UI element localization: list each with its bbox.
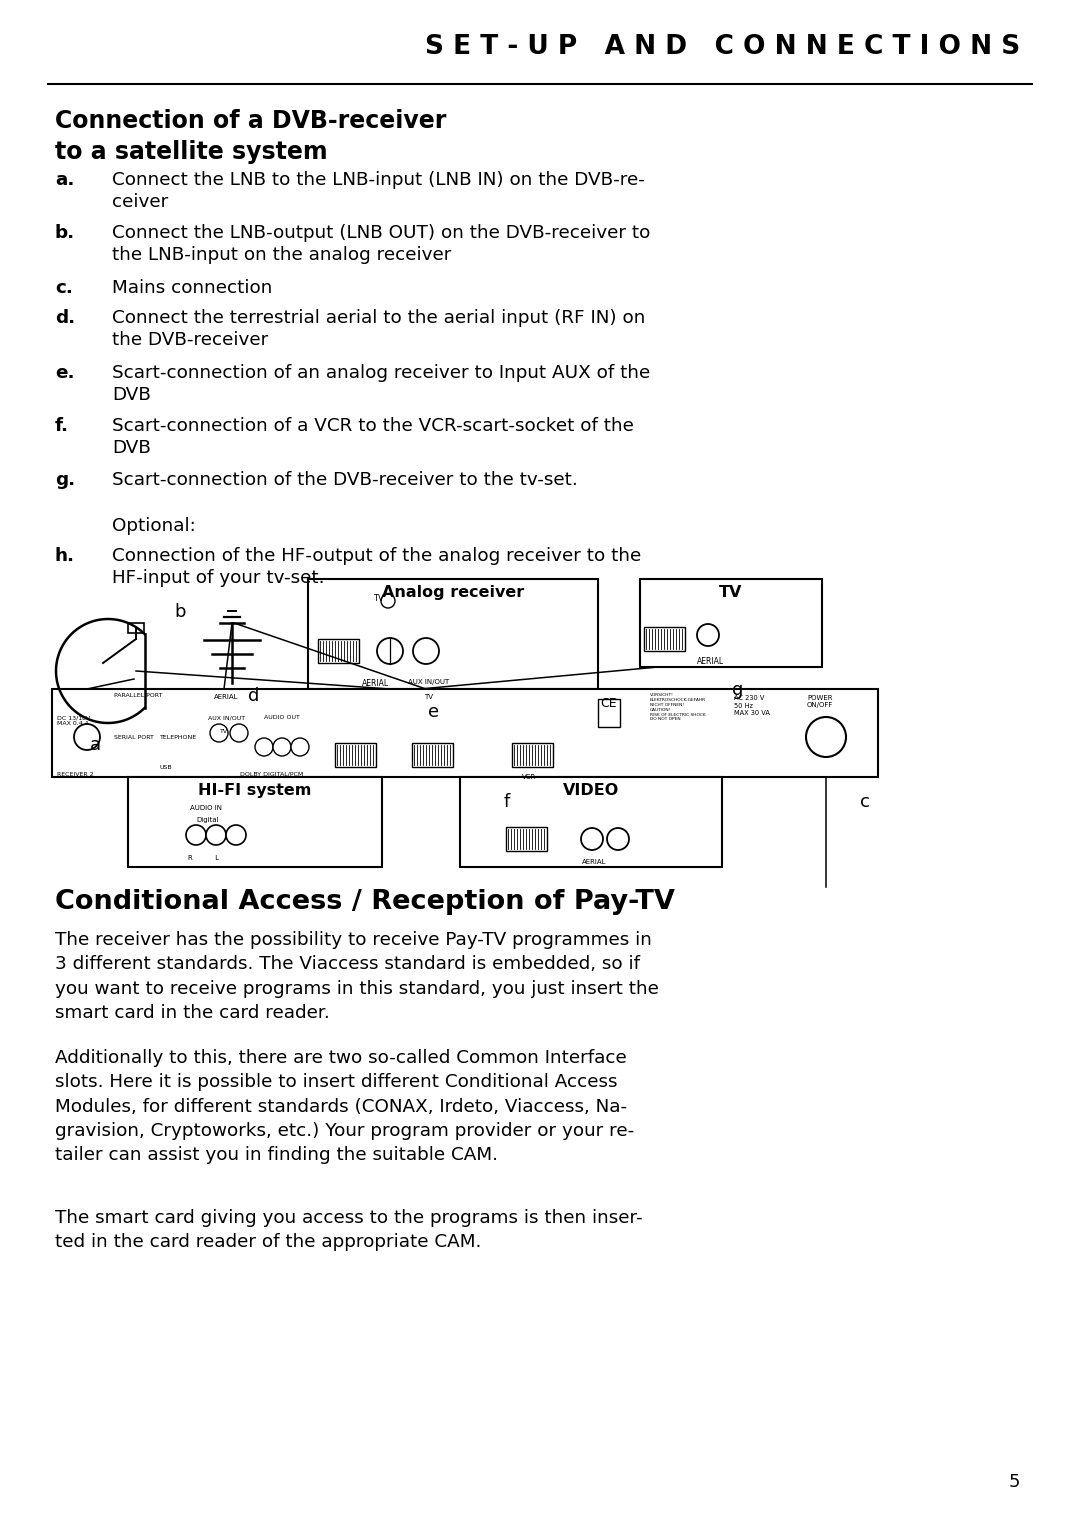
Circle shape (255, 739, 273, 755)
Text: the LNB-input on the analog receiver: the LNB-input on the analog receiver (112, 246, 451, 265)
Text: Analog receiver: Analog receiver (382, 586, 524, 599)
Bar (318, 639, 359, 664)
Text: VIDEO: VIDEO (563, 783, 619, 798)
Text: AUDIO IN: AUDIO IN (190, 804, 222, 810)
Text: Connection of a DVB-receiver
to a satellite system: Connection of a DVB-receiver to a satell… (55, 109, 446, 164)
Text: f: f (504, 794, 510, 810)
Text: VCR: VCR (522, 774, 537, 780)
Text: b: b (174, 602, 186, 621)
Bar (129, 777, 382, 867)
Text: c.: c. (55, 278, 72, 297)
Text: TV: TV (373, 593, 383, 602)
Text: f.: f. (55, 417, 69, 434)
Text: AERIAL: AERIAL (363, 679, 390, 688)
Circle shape (581, 829, 603, 850)
Text: Digital: Digital (195, 816, 218, 823)
Circle shape (226, 826, 246, 846)
Text: Connect the LNB-output (LNB OUT) on the DVB-receiver to: Connect the LNB-output (LNB OUT) on the … (112, 225, 650, 242)
Text: HI-FI system: HI-FI system (199, 783, 312, 798)
Text: e.: e. (55, 364, 75, 382)
Circle shape (806, 717, 846, 757)
Text: AERIAL: AERIAL (697, 657, 724, 667)
Text: g.: g. (55, 471, 76, 489)
Circle shape (210, 725, 228, 742)
Bar (52, 690, 878, 777)
Circle shape (377, 638, 403, 664)
Text: RECEIVER 2: RECEIVER 2 (57, 772, 94, 777)
Text: Scart-connection of an analog receiver to Input AUX of the: Scart-connection of an analog receiver t… (112, 364, 650, 382)
Bar (512, 743, 553, 768)
Text: Additionally to this, there are two so-called Common Interface
slots. Here it is: Additionally to this, there are two so-c… (55, 1049, 634, 1164)
Text: d.: d. (55, 309, 76, 327)
Text: Connection of the HF-output of the analog receiver to the: Connection of the HF-output of the analo… (112, 547, 642, 566)
Text: The smart card giving you access to the programs is then inser-
ted in the card : The smart card giving you access to the … (55, 1209, 643, 1251)
Text: the DVB-receiver: the DVB-receiver (112, 330, 268, 349)
Text: PARALLEL PORT: PARALLEL PORT (114, 693, 162, 699)
Circle shape (230, 725, 248, 742)
Text: ceiver: ceiver (112, 193, 168, 211)
Bar (598, 699, 620, 726)
Text: AERIAL: AERIAL (214, 694, 239, 700)
Bar (507, 827, 546, 852)
Text: S E T - U P   A N D   C O N N E C T I O N S: S E T - U P A N D C O N N E C T I O N S (424, 34, 1020, 60)
Text: 5: 5 (1009, 1472, 1020, 1491)
Text: TV: TV (424, 694, 433, 700)
Text: TV: TV (220, 729, 228, 734)
Text: d: d (248, 687, 259, 705)
Bar (308, 579, 598, 690)
Bar (640, 579, 822, 667)
Text: Conditional Access / Reception of Pay-TV: Conditional Access / Reception of Pay-TV (55, 888, 675, 914)
Text: h.: h. (55, 547, 75, 566)
Text: DVB: DVB (112, 439, 151, 457)
Text: Mains connection: Mains connection (112, 278, 272, 297)
Text: TELEPHONE: TELEPHONE (160, 735, 198, 740)
Circle shape (413, 638, 438, 664)
Text: HF-input of your tv-set.: HF-input of your tv-set. (112, 569, 324, 587)
Text: Optional:: Optional: (112, 517, 195, 535)
Text: DVB: DVB (112, 385, 151, 404)
Circle shape (186, 826, 206, 846)
Text: R          L: R L (188, 855, 219, 861)
Circle shape (607, 829, 629, 850)
Text: CE: CE (600, 697, 617, 709)
Bar (411, 743, 453, 768)
Bar (129, 622, 144, 633)
Circle shape (291, 739, 309, 755)
Text: g: g (732, 680, 743, 699)
Circle shape (75, 725, 100, 751)
Text: AERIAL: AERIAL (582, 859, 607, 865)
Text: Scart-connection of a VCR to the VCR-scart-socket of the: Scart-connection of a VCR to the VCR-sca… (112, 417, 634, 434)
Text: AUX IN/OUT: AUX IN/OUT (208, 716, 245, 720)
Bar (644, 627, 685, 651)
Circle shape (206, 826, 226, 846)
Text: DC 13/18V
MAX 0.4 A: DC 13/18V MAX 0.4 A (57, 716, 91, 726)
Text: TV: TV (719, 586, 743, 599)
Text: a: a (90, 735, 102, 754)
Text: VORSICHT!
ELEKTROSCHOCK-GEFAHR
NICHT OFFNEN!
CAUTION!
RISK OF ELECTRIC SHOCK
DO : VORSICHT! ELEKTROSCHOCK-GEFAHR NICHT OFF… (650, 693, 706, 722)
Text: a.: a. (55, 171, 75, 190)
Circle shape (273, 739, 291, 755)
Text: AC 230 V
50 Hz
MAX 30 VA: AC 230 V 50 Hz MAX 30 VA (734, 696, 770, 716)
Text: Connect the terrestrial aerial to the aerial input (RF IN) on: Connect the terrestrial aerial to the ae… (112, 309, 646, 327)
Bar (460, 777, 723, 867)
Text: The receiver has the possibility to receive Pay-TV programmes in
3 different sta: The receiver has the possibility to rece… (55, 931, 659, 1021)
Text: b.: b. (55, 225, 76, 242)
Text: c: c (860, 794, 869, 810)
Text: e: e (428, 703, 440, 722)
Text: AUX IN/OUT: AUX IN/OUT (408, 679, 449, 685)
Circle shape (697, 624, 719, 645)
Text: Scart-connection of the DVB-receiver to the tv-set.: Scart-connection of the DVB-receiver to … (112, 471, 578, 489)
Bar (335, 743, 376, 768)
Text: DOLBY DIGITAL/PCM: DOLBY DIGITAL/PCM (240, 772, 303, 777)
Text: Connect the LNB to the LNB-input (LNB IN) on the DVB-re-: Connect the LNB to the LNB-input (LNB IN… (112, 171, 645, 190)
Text: AUDIO OUT: AUDIO OUT (264, 716, 300, 720)
Text: SERIAL PORT: SERIAL PORT (114, 735, 153, 740)
Text: POWER
ON/OFF: POWER ON/OFF (807, 696, 834, 708)
Text: USB: USB (160, 764, 173, 771)
